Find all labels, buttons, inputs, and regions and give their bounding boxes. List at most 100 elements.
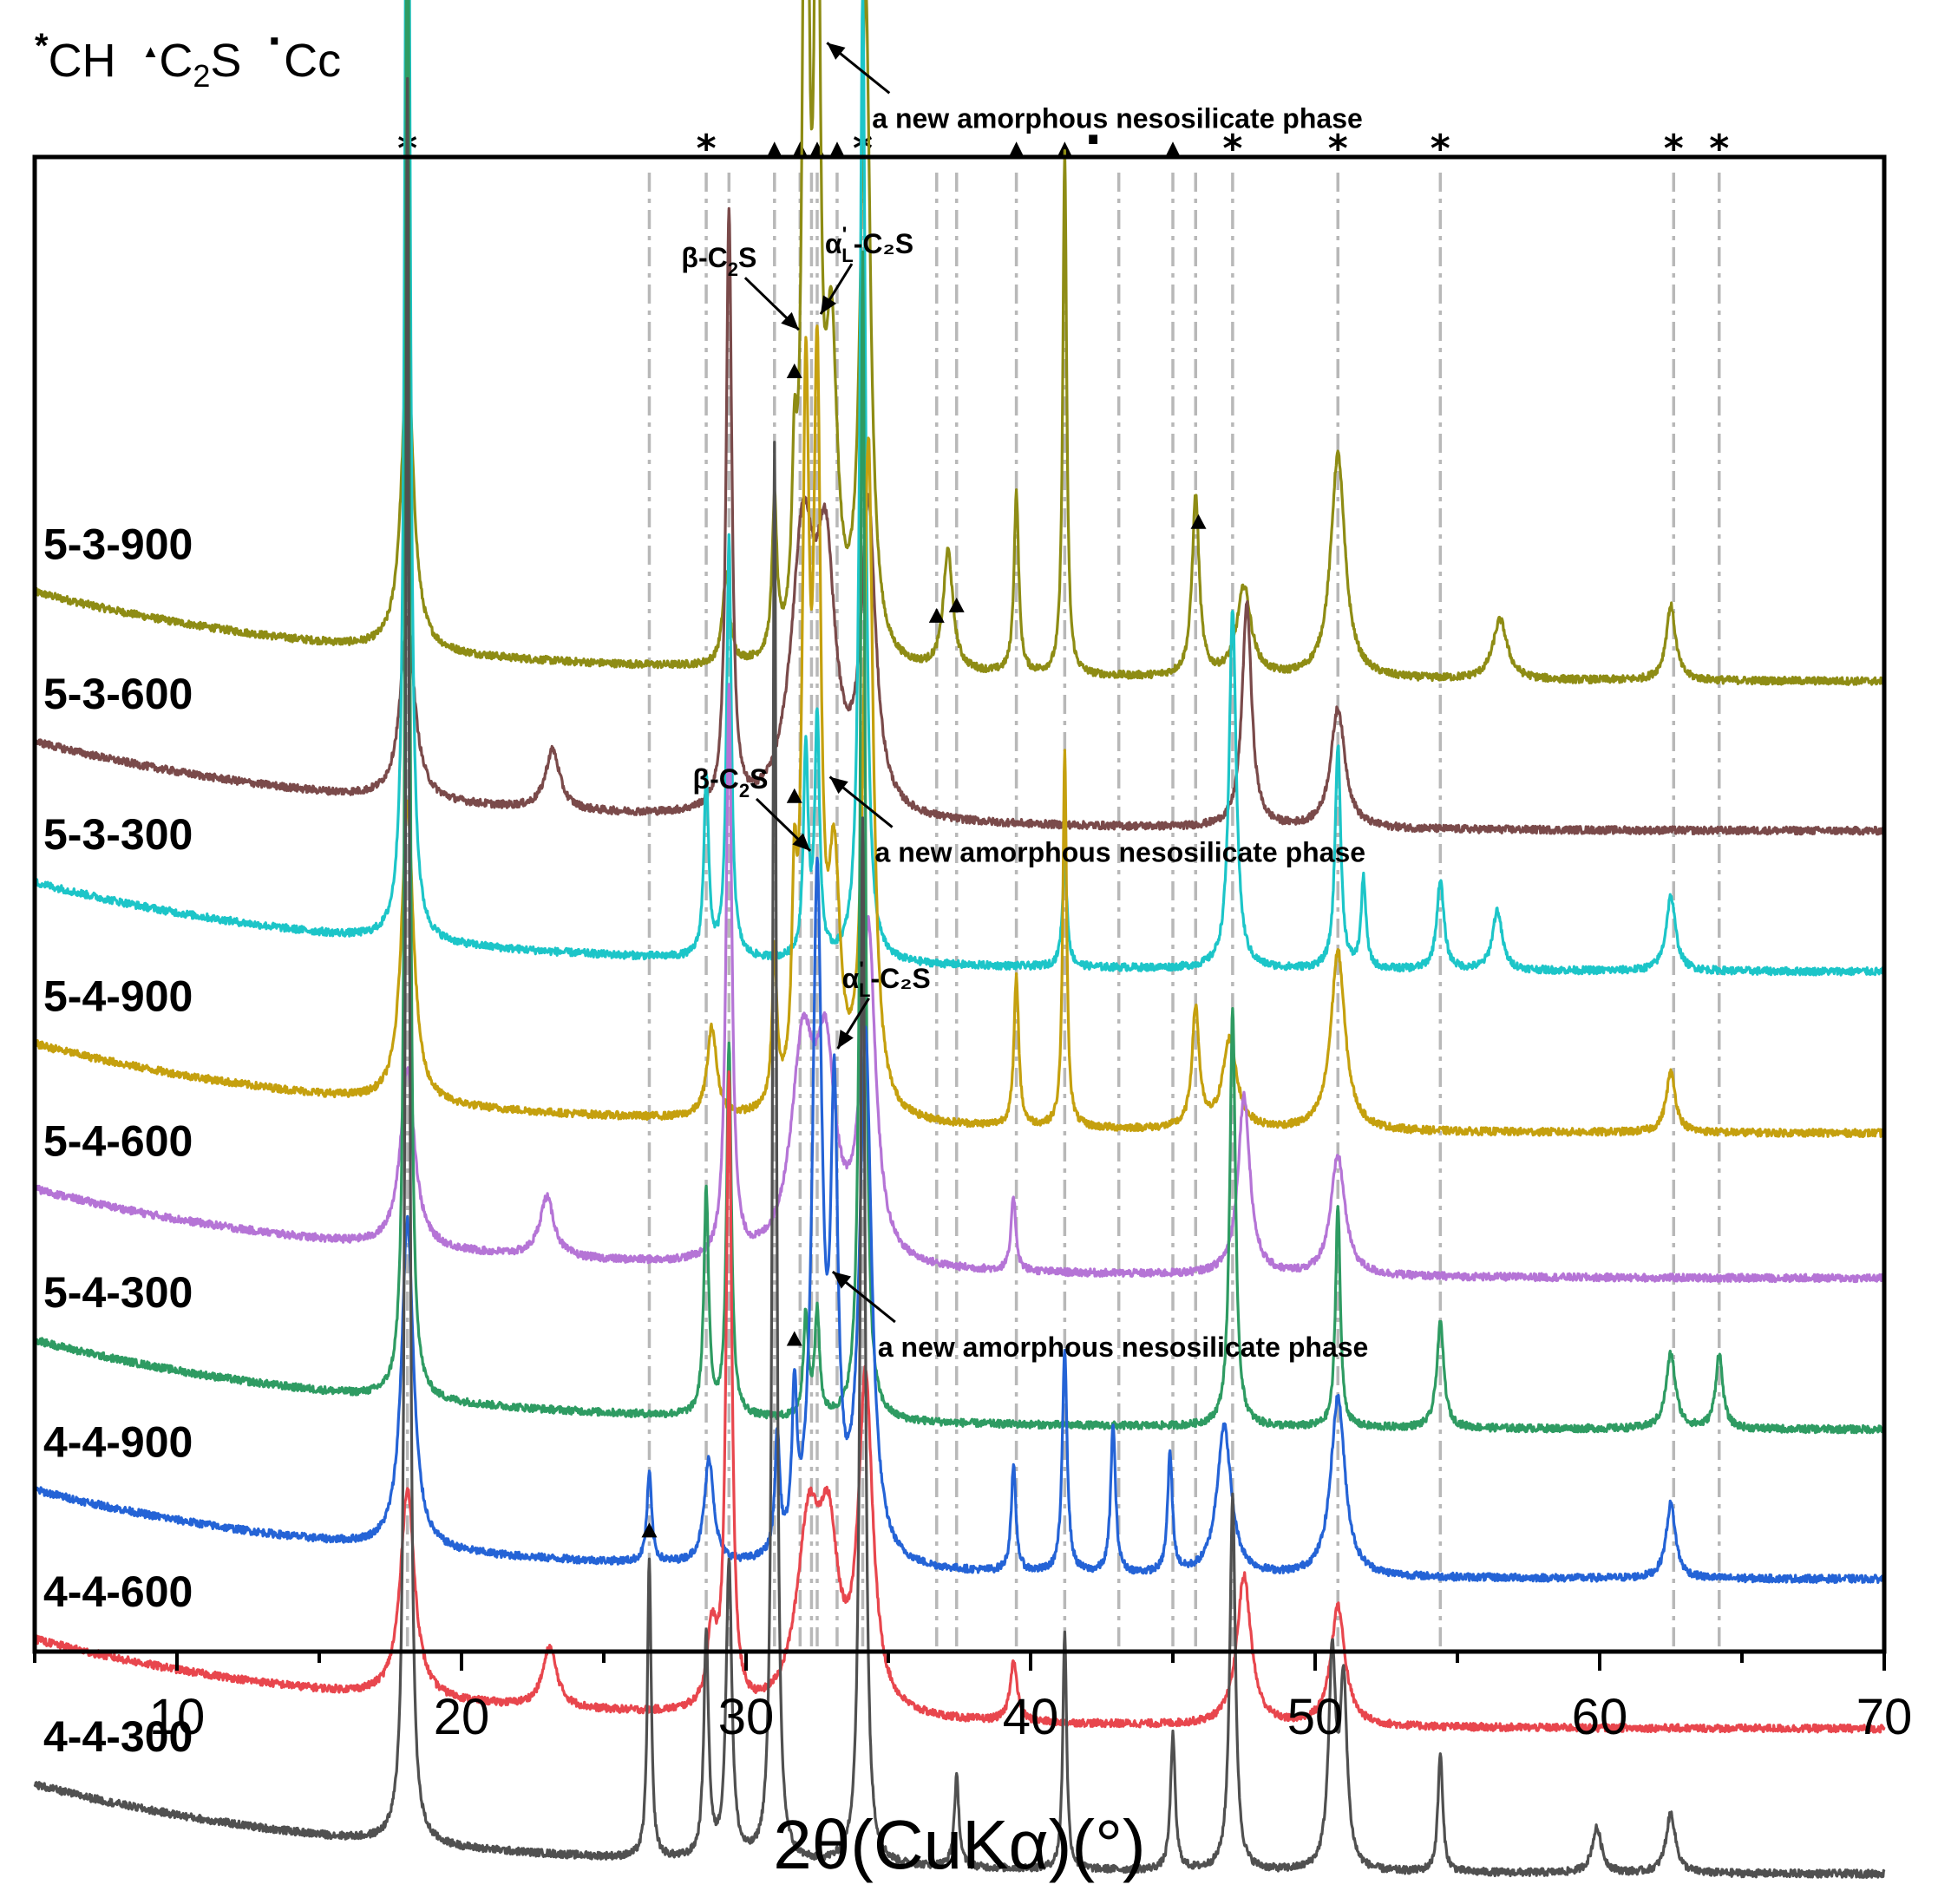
legend-text: *CH ▲C2S ·Cc — [35, 13, 341, 94]
annotation-4-sup: ' — [842, 223, 848, 246]
x-tick-label-50: 50 — [1287, 1689, 1344, 1745]
series-label-4-4-600: 4-4-600 — [43, 1567, 193, 1616]
series-line-5-4-900 — [33, 324, 1886, 1138]
phase-marker-15: * — [1709, 127, 1729, 171]
annotation-7-main: α — [842, 963, 860, 994]
series-label-5-3-300: 5-3-300 — [43, 810, 193, 859]
x-tick-label-10: 10 — [149, 1689, 206, 1745]
legend-name-1: C — [159, 35, 193, 87]
series-label-4-4-300: 4-4-300 — [43, 1712, 193, 1761]
annotation-arrow-8-head — [832, 1272, 852, 1289]
series-label-5-3-900: 5-3-900 — [43, 520, 193, 568]
x-tick-label-70: 70 — [1856, 1689, 1913, 1745]
legend: *CH ▲C2S ·Cc — [35, 13, 341, 94]
x-axis-title: 2θ(CuKα)(°) — [773, 1806, 1145, 1883]
series-4-4-600 — [34, 1070, 1886, 1734]
peak-triangle-1 — [928, 607, 945, 623]
series-line-5-3-600 — [33, 206, 1886, 836]
series-line-5-4-600 — [33, 683, 1886, 1284]
annotation-arrow-5 — [828, 775, 894, 828]
annotation-arrow-4 — [819, 263, 854, 315]
peak-triangle-6 — [641, 1522, 658, 1538]
annotation-arrow-2-head — [827, 43, 846, 60]
annotation-8: a new amorphous nesosilicate phase — [878, 1331, 1369, 1363]
legend-gap-2 — [241, 35, 267, 87]
legend-rest-1: S — [210, 35, 241, 87]
series-line-4-4-900 — [33, 856, 1886, 1584]
x-axis: 10 20 30 40 50 60 70 — [33, 1652, 1913, 1745]
annotation-arrow-7 — [836, 998, 870, 1050]
phase-marker-9: · — [1084, 112, 1103, 168]
annotation-3-rest: S — [738, 242, 756, 273]
legend-symbol-1: ▲ — [142, 43, 160, 62]
annotation-3: β-C2S — [681, 242, 756, 280]
series-line-4-4-600 — [34, 1070, 1886, 1734]
annotation-arrow-3-head — [781, 311, 799, 330]
series-line-5-3-300 — [33, 0, 1886, 977]
annotation-4-main: α — [825, 228, 842, 259]
annotation-7-sub: L — [859, 979, 870, 1001]
series-label-4-4-900: 4-4-900 — [43, 1417, 193, 1466]
legend-symbol-2: · — [267, 13, 284, 68]
phase-marker-14: * — [1664, 127, 1684, 171]
annotation-6-main: β-C — [693, 763, 739, 795]
x-tick-label-60: 60 — [1572, 1689, 1628, 1745]
annotation-7-sup: ' — [859, 958, 864, 981]
series-label-5-3-600: 5-3-600 — [43, 670, 193, 718]
peak-triangle-3 — [1190, 514, 1207, 529]
series-line-5-4-300 — [33, 0, 1886, 1435]
annotation-arrow-6 — [755, 797, 812, 852]
annotation-3-sub: 2 — [728, 258, 738, 280]
annotation-7-rest: -C₂S — [870, 963, 930, 994]
legend-name-2: Cc — [284, 35, 341, 87]
series-5-3-600 — [33, 206, 1886, 836]
peak-triangle-5 — [786, 1331, 802, 1346]
peak-triangle-4 — [786, 788, 802, 803]
annotation-arrow-3 — [743, 277, 800, 331]
legend-name-0: CH — [49, 35, 116, 87]
annotation-7: α' L-C₂S — [842, 958, 931, 1001]
annotation-5: a new amorphous nesosilicate phase — [875, 837, 1366, 868]
annotation-4: α' L-C₂S — [825, 223, 913, 266]
series-5-4-900 — [33, 324, 1886, 1138]
annotation-6-sub: 2 — [739, 780, 750, 802]
series-labels: 5-3-900 5-3-600 5-3-300 5-4-900 5-4-600 5-4-3… — [43, 520, 193, 1761]
series-5-3-300 — [33, 0, 1886, 977]
series-line-4-4-300 — [33, 76, 1886, 1879]
plot-frame — [32, 154, 1887, 1654]
annotation-6-rest: S — [750, 763, 768, 795]
series-4-4-900 — [33, 856, 1886, 1584]
annotation-arrow-7-head — [837, 1030, 854, 1049]
x-tick-label-40: 40 — [1003, 1689, 1059, 1745]
phase-marker-11: * — [1222, 127, 1242, 171]
phase-marker-12: * — [1328, 127, 1348, 171]
annotation-arrow-2 — [826, 42, 891, 95]
series-group — [33, 0, 1886, 1879]
annotation-3-main: β-C — [681, 242, 727, 273]
annotation-6: β-C2S — [693, 763, 769, 802]
series-5-4-300 — [33, 0, 1886, 1435]
annotation-arrow-5-head — [829, 776, 848, 795]
annotation-4-sub: L — [841, 245, 853, 266]
x-tick-label-30: 30 — [718, 1689, 775, 1745]
annotation-arrow-8 — [831, 1270, 896, 1324]
series-line-5-3-900 — [33, 0, 1886, 686]
series-label-5-4-900: 5-4-900 — [43, 972, 193, 1020]
series-5-4-600 — [33, 683, 1886, 1284]
legend-sub-1: 2 — [193, 58, 210, 94]
annotation-4-rest: -C₂S — [854, 228, 913, 259]
peak-triangle-0 — [786, 363, 802, 378]
phase-marker-13: * — [1431, 127, 1450, 171]
series-label-5-4-300: 5-4-300 — [43, 1268, 193, 1317]
annotation-arrow-6-head — [792, 833, 810, 851]
phase-marker-1: * — [697, 127, 717, 171]
annotation-2: a new amorphous nesosilicate phase — [872, 102, 1363, 134]
peak-triangle-2 — [948, 597, 965, 612]
legend-gap-1 — [116, 35, 142, 87]
series-label-5-4-600: 5-4-600 — [43, 1117, 193, 1166]
annotation-arrow-4-head — [821, 295, 837, 315]
legend-symbol-0: * — [35, 27, 49, 65]
series-5-3-900 — [33, 0, 1886, 686]
